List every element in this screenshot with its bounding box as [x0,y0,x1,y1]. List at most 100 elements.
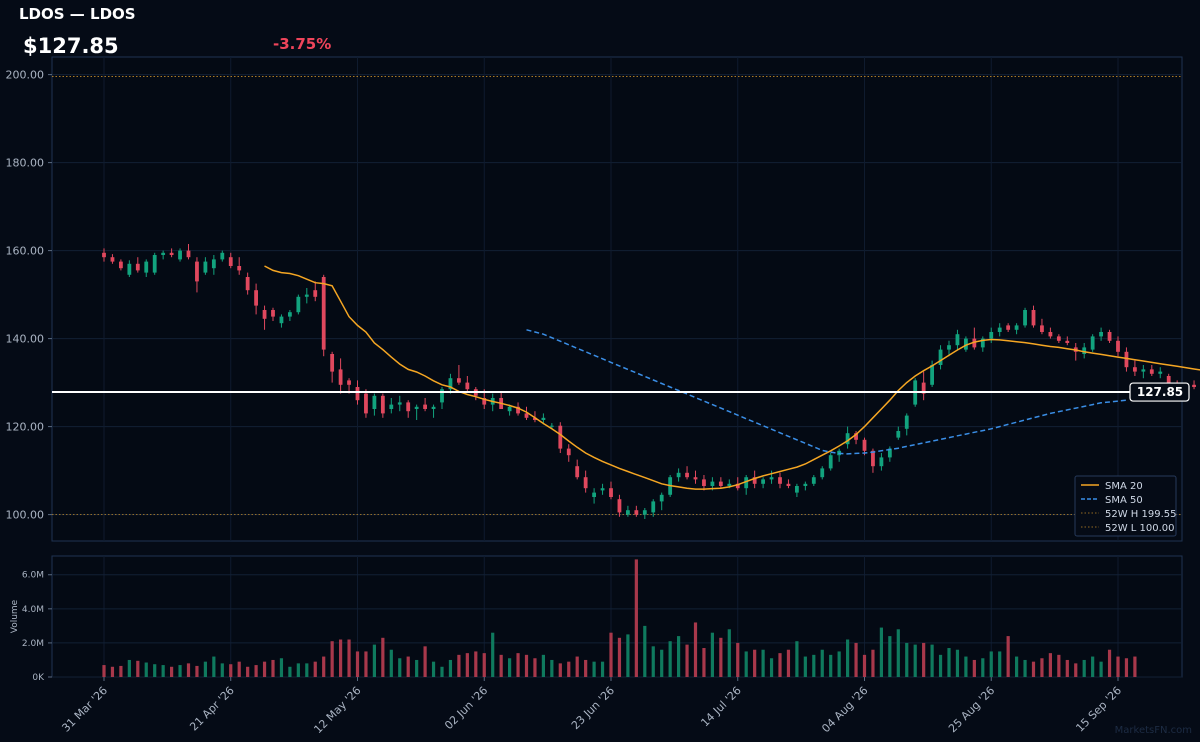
date-tick-label: 14 Jul '26 [698,684,743,729]
candle-body [279,316,284,324]
candle-body [178,250,182,260]
last-price: $127.85 [23,34,119,58]
volume-bar [727,629,731,677]
last-price-label: 127.85 [1137,385,1183,399]
candle-body [169,252,174,255]
candle-body [380,395,385,414]
volume-bar [313,661,317,677]
volume-bar [1057,654,1061,677]
candle-body [144,261,149,273]
volume-bar [305,663,309,677]
candle-body [245,277,250,291]
volume-bar [440,666,444,677]
volume-bar [482,653,486,677]
volume-bar [246,666,250,677]
candle-body [355,387,360,401]
candle-body [414,406,419,409]
candle-body [161,252,166,255]
candle-body [583,477,588,489]
volume-bar [660,649,664,677]
candle-body [744,477,749,489]
candle-body [642,510,647,515]
volume-tick-label: 2.0M [22,639,44,649]
volume-bar [888,636,892,677]
candle-body [1141,369,1146,372]
candle-body [803,483,808,486]
volume-bar [1023,659,1027,677]
candle-body [1166,376,1171,385]
volume-bar [1040,658,1044,677]
volume-bar [524,654,529,677]
volume-bar [229,664,233,677]
volume-bar [719,637,723,677]
candle-body [1031,310,1036,326]
candle-body [778,477,782,484]
volume-bar [584,659,588,677]
candle-body [600,488,605,491]
candle-body [1192,384,1196,387]
volume-bar [1091,656,1095,677]
candle-body [1014,325,1019,330]
candle-body [1040,325,1044,332]
volume-bar [651,646,655,677]
volume-bar [879,627,883,677]
candle-body [938,349,943,365]
candle-body [211,259,216,269]
sma50-line [526,329,1127,455]
candle-body [330,354,335,372]
volume-bar [178,665,182,677]
volume-bar [254,665,258,677]
candle-body [735,483,740,489]
candle-body [296,296,301,313]
date-tick-label: 04 Aug '26 [819,684,870,735]
volume-bar [1133,656,1137,677]
volume-bar [575,656,579,677]
candle-body [854,433,858,440]
volume-bar [786,649,791,677]
volume-bar [144,662,148,677]
volume-bar [153,664,157,677]
candle-body [1099,332,1103,337]
date-tick-label: 12 May '26 [311,684,363,736]
candle-body [440,389,444,403]
price-tick-label: 200.00 [6,69,45,82]
candle-body [313,290,318,297]
candle-body [566,448,571,456]
price-tick-label: 180.00 [6,157,45,170]
volume-bar [558,663,562,677]
candle-body [845,433,850,445]
volume-bar [1048,653,1052,677]
candle-body [397,402,402,405]
volume-bar [406,656,410,677]
volume-bar [355,651,360,677]
candle-body [980,338,985,348]
candle-body [1149,369,1154,374]
candle-body [1124,351,1129,368]
volume-bar [769,658,774,677]
volume-bar [854,642,858,677]
candle-body [904,415,909,429]
candle-body [592,492,596,497]
volume-bar [1124,658,1129,677]
candle-body [1107,332,1112,341]
candle-body [575,466,580,478]
volume-bar [161,665,165,677]
candle-body [1158,371,1163,374]
volume-bar [677,636,681,677]
volume-bar [288,666,292,677]
volume-bar [626,634,630,677]
volume-bar [457,654,461,677]
candle-body [254,290,258,306]
volume-bar [913,644,917,677]
candle-body [1048,332,1053,337]
volume-tick-label: 4.0M [22,605,44,615]
volume-bar [237,661,241,677]
volume-bar [871,649,875,677]
candle-body [119,261,123,269]
volume-bar [947,648,951,677]
volume-bar [423,646,427,677]
candle-body [304,294,309,297]
candle-body [533,417,537,420]
volume-bar [905,642,909,677]
